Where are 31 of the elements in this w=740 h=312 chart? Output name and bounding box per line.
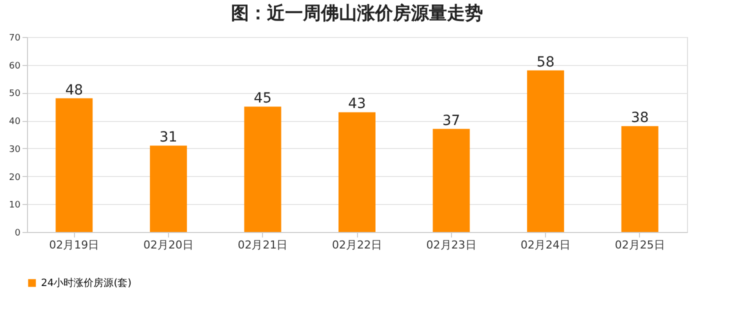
data-label: 43: [348, 96, 366, 112]
data-label: 38: [630, 110, 649, 126]
data-label: 58: [536, 54, 554, 70]
x-tick-label: 02月22日: [332, 238, 382, 252]
legend-label: 24小时涨价房源(套): [41, 277, 132, 289]
x-tick-label: 02月23日: [426, 238, 476, 252]
x-tick-label: 02月24日: [520, 238, 571, 252]
y-tick-label: 40: [9, 117, 21, 128]
data-label: 48: [65, 82, 84, 98]
x-tick-label: 02月21日: [238, 238, 288, 252]
x-tick-label: 02月19日: [49, 238, 100, 252]
chart-title: 图：近一周佛山涨价房源量走势: [231, 3, 483, 24]
bar: [432, 128, 470, 232]
y-tick-label: 50: [9, 89, 21, 100]
y-tick-label: 30: [9, 144, 21, 155]
x-tick-label: 02月20日: [143, 238, 194, 252]
bar: [621, 126, 658, 232]
bar: [244, 106, 282, 232]
bar: [150, 146, 187, 232]
data-label: 45: [254, 90, 272, 107]
x-tick-label: 02月25日: [614, 238, 665, 252]
y-tick-label: 10: [9, 200, 21, 211]
bar: [56, 98, 93, 232]
y-tick-label: 60: [9, 61, 21, 72]
y-tick-label: 70: [9, 34, 21, 44]
y-tick-label: 20: [9, 172, 21, 183]
data-label: 31: [160, 130, 178, 146]
bar: [338, 112, 376, 232]
bar: [527, 70, 564, 232]
y-tick-label: 0: [14, 228, 21, 238]
data-label: 37: [442, 112, 460, 129]
